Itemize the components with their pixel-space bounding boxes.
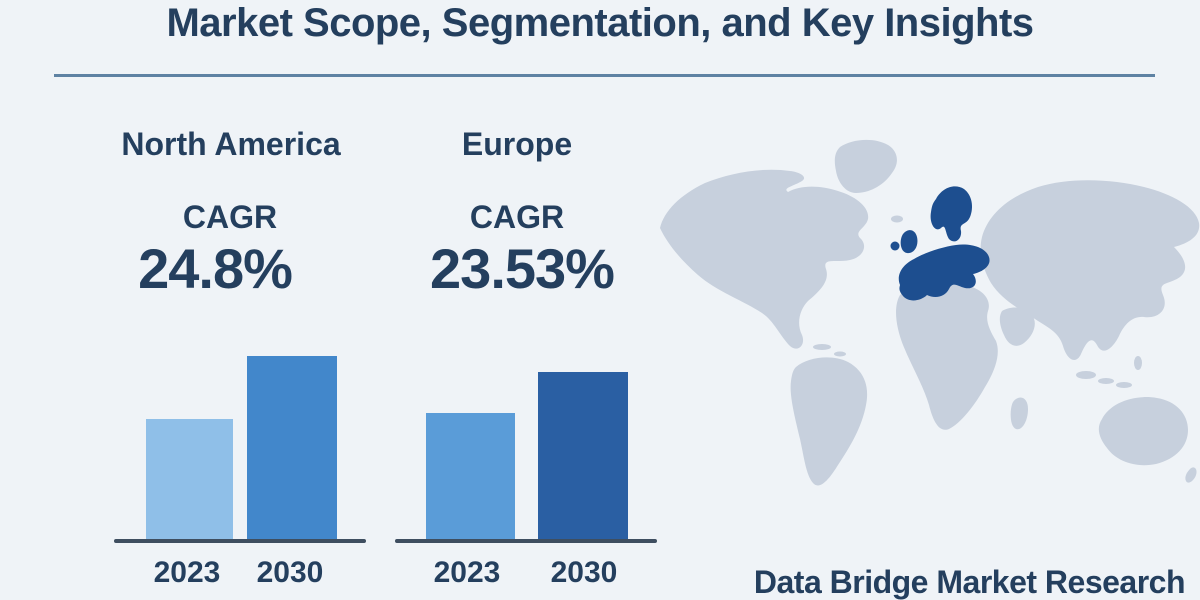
caribbean-island-shape [834,351,846,357]
europe-highlight-uk-shape [900,230,918,254]
continent-asia-shape [980,180,1200,360]
europe-highlight-scandinavia-shape [930,186,972,242]
japan-shape [1132,240,1153,271]
new-zealand-shape [1185,467,1197,483]
continent-greenland-shape [834,139,897,193]
philippines-shape [1134,356,1142,370]
page-title: Market Scope, Segmentation, and Key Insi… [166,1,1034,45]
cagr-label-europe: CAGR [469,199,565,235]
cagr-value-north-america: 24.8% [138,237,293,300]
continent-north-america-shape [660,169,869,349]
bar-north-america-2030 [247,356,337,539]
year-label-europe-2023: 2023 [433,556,501,589]
region-title-north-america: North America [121,126,341,162]
iceland-shape [891,215,903,223]
bar-europe-2030 [538,372,628,539]
bar-europe-2023 [426,413,515,539]
indonesia-island-shape [1076,371,1096,379]
continent-south-america-shape [790,357,868,486]
indonesia-island-shape [1098,378,1114,384]
world-map [660,139,1200,486]
madagascar-shape [1010,397,1028,430]
year-label-europe-2030: 2030 [550,556,618,589]
arabian-peninsula-shape [999,307,1035,346]
continent-africa-shape [896,282,998,430]
bar-north-america-2023 [146,419,233,539]
continent-australia-shape [1098,397,1188,466]
cagr-label-north-america: CAGR [182,199,278,235]
title-divider [54,74,1155,77]
region-title-europe: Europe [461,126,573,162]
europe-highlight-mainland-shape [898,244,990,301]
caribbean-island-shape [813,344,831,350]
x-axis-europe [395,539,657,543]
year-label-north-america-2023: 2023 [153,556,221,589]
cagr-value-europe: 23.53% [430,237,615,300]
source-credit: Data Bridge Market Research [753,564,1186,600]
x-axis-north-america [114,539,366,543]
indonesia-island-shape [1116,382,1132,388]
year-label-north-america-2030: 2030 [256,556,324,589]
europe-highlight-ireland-shape [890,241,900,251]
